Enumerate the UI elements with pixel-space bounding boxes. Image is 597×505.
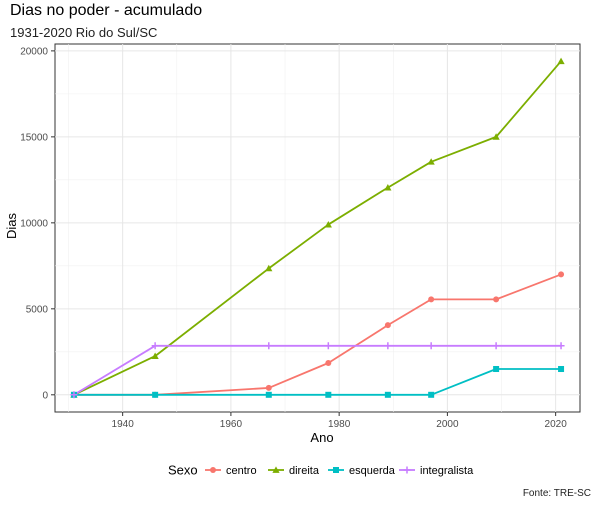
data-point-direita (384, 183, 392, 191)
y-axis-title: Dias (4, 213, 19, 240)
data-point-integralista (324, 342, 332, 350)
x-tick-label: 1940 (112, 419, 135, 430)
data-point-centro (493, 296, 500, 303)
data-point-direita (427, 158, 435, 165)
data-point-integralista (384, 342, 392, 350)
legend-key-marker (333, 467, 339, 473)
legend-label-esquerda: esquerda (349, 465, 396, 477)
data-point-direita (557, 57, 565, 65)
legend-title: Sexo (168, 463, 198, 478)
y-tick-label: 20000 (20, 46, 48, 57)
data-point-esquerda (384, 391, 391, 398)
chart-caption: Fonte: TRE-SC (522, 488, 591, 499)
series-line-integralista (73, 344, 562, 396)
x-tick-label: 2020 (545, 419, 568, 430)
legend-label-integralista: integralista (420, 465, 474, 477)
legend-key-marker (272, 466, 280, 473)
data-point-esquerda (325, 391, 332, 398)
data-point-centro (265, 384, 272, 391)
x-tick-label: 1960 (220, 419, 243, 430)
data-point-direita (492, 133, 500, 140)
data-point-integralista (557, 342, 565, 350)
data-point-centro (325, 359, 332, 366)
data-point-esquerda (493, 366, 500, 373)
y-tick-label: 5000 (26, 304, 49, 315)
chart-subtitle: 1931-2020 Rio do Sul/SC (10, 25, 158, 40)
data-point-centro (558, 271, 565, 278)
series-line-centro (73, 273, 562, 396)
legend-label-centro: centro (226, 465, 257, 477)
legend-key-marker (403, 466, 411, 474)
series-points (70, 57, 565, 399)
data-point-esquerda (558, 366, 565, 373)
panel-border (54, 43, 581, 413)
legend-key-marker (210, 467, 216, 473)
data-point-integralista (70, 391, 78, 399)
x-tick-label: 1980 (328, 419, 351, 430)
data-point-esquerda (152, 391, 159, 398)
series-line-esquerda (73, 368, 562, 396)
data-point-integralista (492, 342, 500, 350)
data-point-esquerda (428, 391, 435, 398)
axis-ticks: 1940 1960 1980 2000 2020 0 5000 10000 15000 20000 (20, 46, 567, 430)
legend: Sexo centro direita esquerda integralista (168, 463, 474, 478)
grid-lines (54, 43, 581, 413)
data-point-integralista (265, 342, 273, 350)
series-lines (73, 60, 562, 396)
data-point-direita (265, 264, 273, 272)
data-point-centro (428, 296, 435, 303)
data-point-integralista (427, 342, 435, 350)
data-point-integralista (151, 342, 159, 350)
y-tick-label: 15000 (20, 132, 48, 143)
x-tick-label: 2000 (436, 419, 459, 430)
data-point-direita (324, 220, 332, 228)
series-line-direita (73, 60, 562, 396)
x-axis-title: Ano (310, 430, 333, 445)
data-point-direita (151, 352, 159, 359)
data-point-centro (384, 322, 391, 329)
legend-label-direita: direita (289, 465, 320, 477)
chart-title: Dias no poder - acumulado (10, 2, 203, 19)
y-tick-label: 10000 (20, 218, 48, 229)
y-tick-label: 0 (42, 390, 48, 401)
data-point-esquerda (265, 391, 272, 398)
